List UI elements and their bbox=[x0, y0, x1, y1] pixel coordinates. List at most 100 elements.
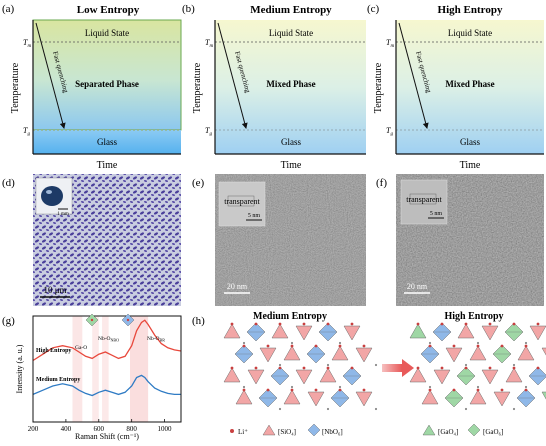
netRight-oxygen-22 bbox=[524, 388, 528, 392]
netRight-oxygen-2 bbox=[464, 322, 468, 326]
netLeft-oxygen-2 bbox=[278, 322, 282, 326]
netLeft-oxygen-1 bbox=[254, 322, 258, 326]
panel-c-phase: Mixed Phase bbox=[445, 79, 494, 89]
panel-b-quench-arrow bbox=[217, 22, 248, 129]
netRight-li-ion-21 bbox=[512, 407, 516, 411]
panel-a-tg: Tg bbox=[23, 126, 30, 137]
netRight-tetrahedron-15 bbox=[481, 369, 499, 385]
raman-annot-nbo-br: Nb-OBR bbox=[147, 336, 165, 343]
netRight-li-ion-19 bbox=[464, 407, 468, 411]
netLeft-oxygen-18 bbox=[242, 388, 246, 392]
netLeft-li-ion-9 bbox=[326, 363, 330, 367]
netLeft-tetrahedron-5 bbox=[343, 325, 361, 341]
raman-gao-polyhedron-icon bbox=[85, 313, 99, 327]
netLeft-oxygen-23 bbox=[362, 388, 366, 392]
netLeft-tetrahedron-18 bbox=[235, 389, 253, 405]
raman-x-label: Raman Shift (cm⁻¹) bbox=[75, 432, 139, 441]
netLeft-li-ion-16 bbox=[338, 385, 342, 389]
netLeft-tetrahedron-10 bbox=[331, 345, 349, 361]
panel-f: (f) transparent 5 nm 20 nm bbox=[376, 174, 544, 306]
panel-b-tg: Tg bbox=[205, 126, 212, 137]
netRight-tetrahedron-7 bbox=[445, 347, 463, 363]
netLeft-oxygen-7 bbox=[266, 344, 270, 348]
netLeft-oxygen-8 bbox=[290, 344, 294, 348]
netRight-tetrahedron-12 bbox=[409, 367, 427, 383]
panel-c-glass: Glass bbox=[460, 137, 480, 147]
high-entropy-network bbox=[409, 322, 546, 411]
raman-curves bbox=[32, 319, 182, 397]
raman-x-tick-label-2: 600 bbox=[94, 425, 105, 433]
raman-x-ticks: 200 400 600 800 1000 bbox=[28, 419, 172, 433]
netRight-oxygen-0 bbox=[416, 322, 420, 326]
netLeft-tetrahedron-12 bbox=[223, 367, 241, 383]
panel-b-glass: Glass bbox=[281, 137, 301, 147]
netLeft-tetrahedron-13 bbox=[247, 369, 265, 385]
netRight-oxygen-4 bbox=[512, 322, 516, 326]
netLeft-li-ion-2 bbox=[290, 341, 294, 345]
panel-e: (e) transparent 5 nm 20 nm bbox=[192, 174, 366, 306]
panel-d-scale: 10 μm bbox=[43, 285, 66, 295]
legend-sio4-icon bbox=[262, 424, 276, 436]
panel-b-liquid-state: Liquid State bbox=[269, 28, 313, 38]
raman-x-tick-label-3: 800 bbox=[126, 425, 137, 433]
netLeft-oxygen-4 bbox=[326, 322, 330, 326]
panel-b-letter: (b) bbox=[182, 3, 195, 15]
raman-nbo-polyhedron-icon bbox=[121, 313, 135, 327]
panel-a-quench-arrow bbox=[35, 22, 66, 129]
medium-entropy-network bbox=[223, 322, 378, 411]
panel-c-quench-arrow bbox=[398, 22, 429, 129]
netLeft-tetrahedron-8 bbox=[283, 345, 301, 361]
netLeft-oxygen-6 bbox=[242, 344, 246, 348]
netRight-tetrahedron-10 bbox=[517, 345, 535, 361]
netLeft-li-ion-21 bbox=[326, 407, 330, 411]
netRight-tetrahedron-11 bbox=[541, 347, 546, 356]
netRight-oxygen-7 bbox=[452, 344, 456, 348]
netLeft-oxygen-16 bbox=[326, 366, 330, 370]
netLeft-oxygen-0 bbox=[230, 322, 234, 326]
netRight-oxygen-6 bbox=[428, 344, 432, 348]
panel-a-liquid-state: Liquid State bbox=[85, 28, 129, 38]
panel-a-phase: Separated Phase bbox=[75, 79, 139, 89]
raman-band-2 bbox=[102, 316, 109, 422]
netLeft-li-ion-0 bbox=[242, 341, 246, 345]
panel-g: (g) 200 400 600 800 1000 Raman Shift (cm⁻¹) … bbox=[2, 313, 182, 441]
netLeft-oxygen-19 bbox=[266, 388, 270, 392]
netLeft-oxygen-21 bbox=[314, 388, 318, 392]
netRight-oxygen-21 bbox=[500, 388, 504, 392]
netRight-li-ion-16 bbox=[524, 385, 528, 389]
panel-e-inset bbox=[218, 181, 266, 227]
panel-e-inset-scale: 5 nm bbox=[248, 213, 261, 219]
netLeft-li-ion-11 bbox=[374, 363, 378, 367]
legend-gao6: [GaO₆] bbox=[483, 428, 503, 436]
panel-d: (d) 1 mm 10 μm bbox=[2, 174, 181, 306]
raman-plot-frame bbox=[32, 315, 182, 423]
panel-e-letter: (e) bbox=[192, 177, 205, 189]
netRight-tetrahedron-20 bbox=[469, 389, 487, 405]
netRight-oxygen-1 bbox=[440, 322, 444, 326]
raman-band-3 bbox=[130, 316, 149, 422]
netRight-oxygen-8 bbox=[476, 344, 480, 348]
raman-x-tick-label-0: 200 bbox=[28, 425, 39, 433]
netLeft-tetrahedron-20 bbox=[283, 389, 301, 405]
panel-e-inset-label: transparent bbox=[224, 197, 260, 206]
panel-h-title-high: High Entropy bbox=[445, 311, 504, 322]
panel-a-glass: Glass bbox=[97, 137, 117, 147]
netLeft-oxygen-22 bbox=[338, 388, 342, 392]
netRight-oxygen-5 bbox=[536, 322, 540, 326]
netLeft-li-ion-14 bbox=[290, 385, 294, 389]
panel-h-title-medium: Medium Entropy bbox=[253, 311, 327, 322]
netLeft-oxygen-12 bbox=[230, 366, 234, 370]
panel-d-sample-bead bbox=[41, 186, 63, 206]
netRight-li-ion-4 bbox=[524, 341, 528, 345]
netRight-li-ion-2 bbox=[476, 341, 480, 345]
legend-nbo6-icon bbox=[307, 423, 321, 437]
netRight-tetrahedron-13 bbox=[433, 369, 451, 385]
panel-c-tm: Tm bbox=[386, 38, 394, 49]
netRight-li-ion-14 bbox=[476, 385, 480, 389]
raman-annot-nbo-nb: Nb-ONBO bbox=[98, 336, 119, 343]
netRight-oxygen-17 bbox=[536, 366, 540, 370]
netRight-oxygen-3 bbox=[488, 322, 492, 326]
panel-b-tm: Tm bbox=[205, 38, 213, 49]
